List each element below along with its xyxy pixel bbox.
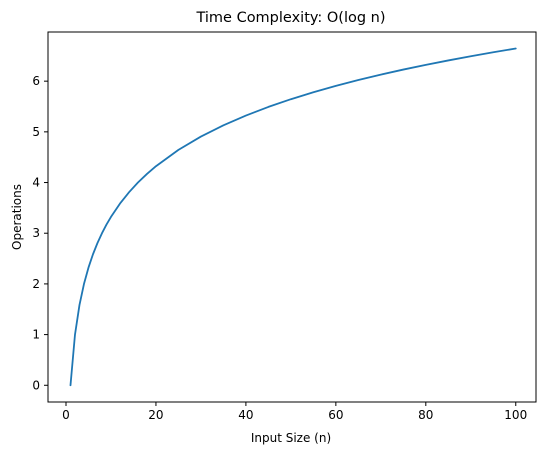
y-tick-label: 5 [32,125,40,139]
x-tick-label: 100 [504,408,527,422]
x-tick-label: 20 [148,408,163,422]
y-axis-label: Operations [10,184,24,250]
y-tick-label: 2 [32,277,40,291]
series-line [69,47,517,387]
plot-series [69,47,517,387]
y-tick-label: 3 [32,226,40,240]
chart-title: Time Complexity: O(log n) [195,10,385,26]
axes-frame [47,31,537,403]
x-tick-label: 0 [62,408,70,422]
x-axis-ticks: 0 20 40 60 80 100 [62,402,527,422]
x-tick-label: 60 [328,408,343,422]
y-tick-label: 6 [32,74,40,88]
x-tick-label: 80 [418,408,433,422]
y-tick-label: 4 [32,176,40,190]
x-tick-label: 40 [238,408,253,422]
x-axis-label: Input Size (n) [251,431,331,445]
y-axis-ticks: 0 1 2 3 4 5 6 [32,74,48,392]
y-tick-label: 1 [32,328,40,342]
y-tick-label: 0 [32,378,40,392]
